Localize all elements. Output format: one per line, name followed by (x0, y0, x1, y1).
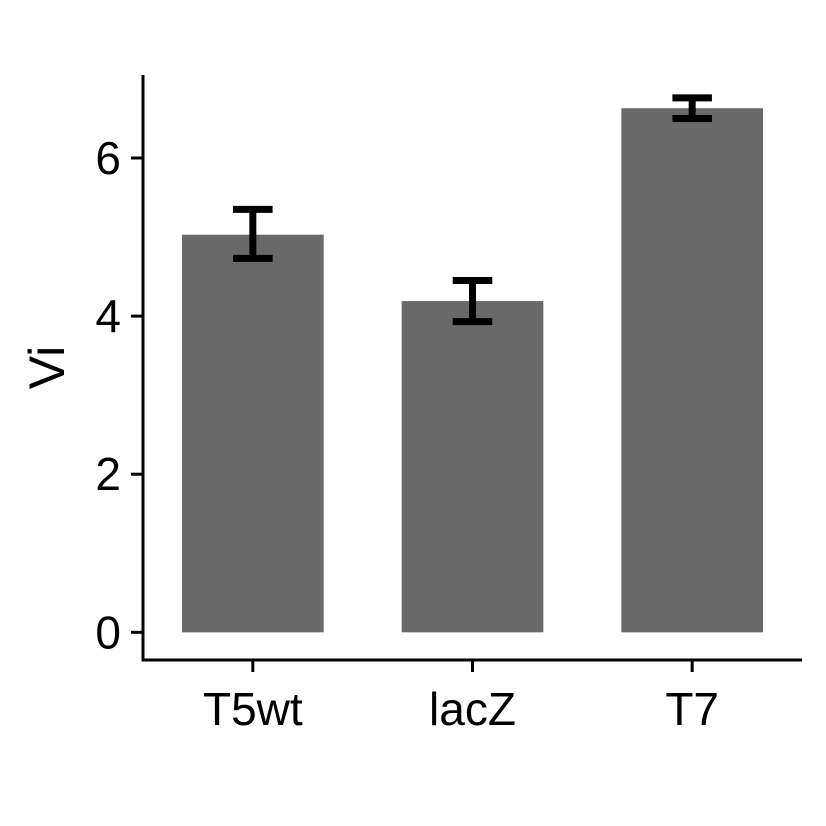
x-axis-ticks: T5wt lacZ T7 (203, 660, 719, 735)
y-tick-label: 4 (95, 290, 121, 342)
bar-lacz (401, 301, 544, 633)
y-tick-label: 0 (95, 606, 121, 658)
x-tick-label: lacZ (429, 683, 516, 735)
bar-t5wt (181, 234, 324, 633)
bar-t7 (621, 108, 764, 633)
error-bar-t7 (672, 94, 712, 122)
x-tick-label: T7 (665, 683, 719, 735)
y-axis-title: Vi (19, 346, 75, 390)
error-bar-lacz (452, 277, 493, 326)
x-tick-label: T5wt (203, 683, 303, 735)
y-axis-ticks: 0 2 4 6 (95, 132, 143, 658)
bars (181, 108, 764, 633)
error-bar-t5wt (233, 205, 273, 262)
y-tick-label: 2 (95, 448, 121, 500)
error-bars (233, 94, 712, 326)
y-tick-label: 6 (95, 132, 121, 184)
